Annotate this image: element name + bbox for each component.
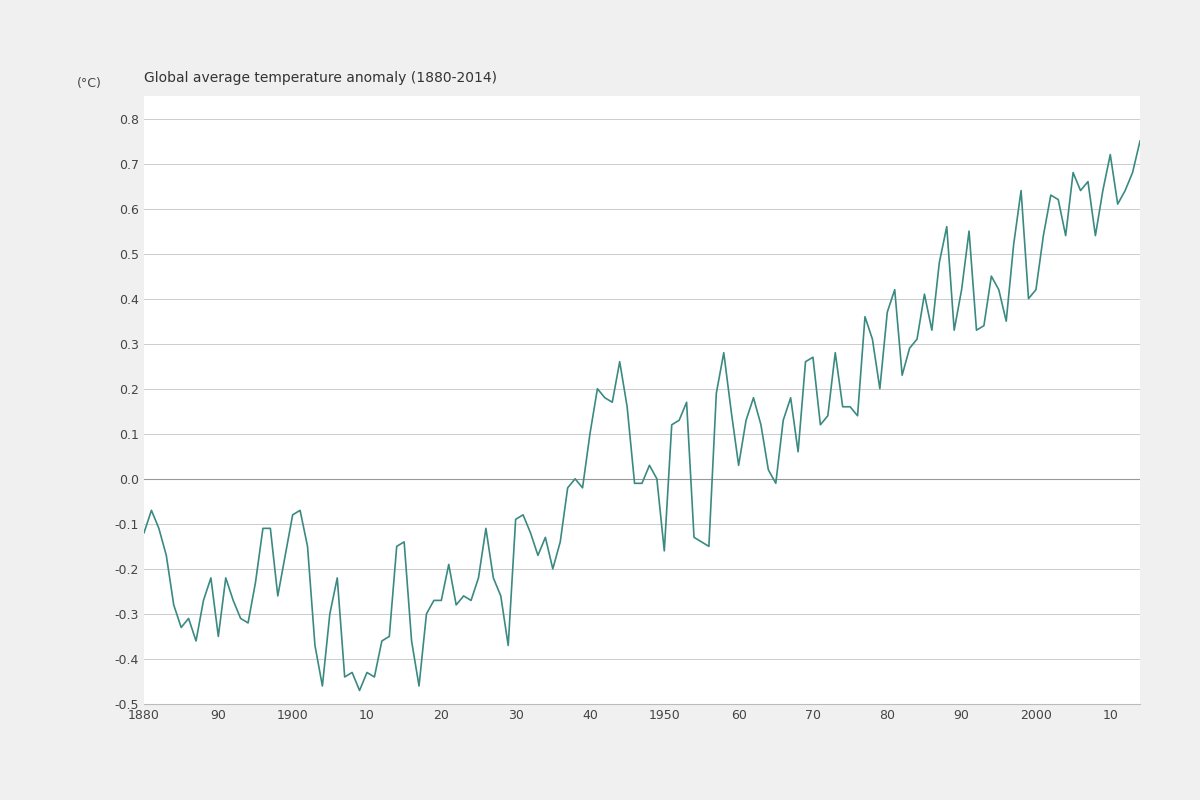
Text: Global average temperature anomaly (1880-2014): Global average temperature anomaly (1880… [144, 71, 497, 85]
Y-axis label: (°C): (°C) [77, 77, 102, 90]
